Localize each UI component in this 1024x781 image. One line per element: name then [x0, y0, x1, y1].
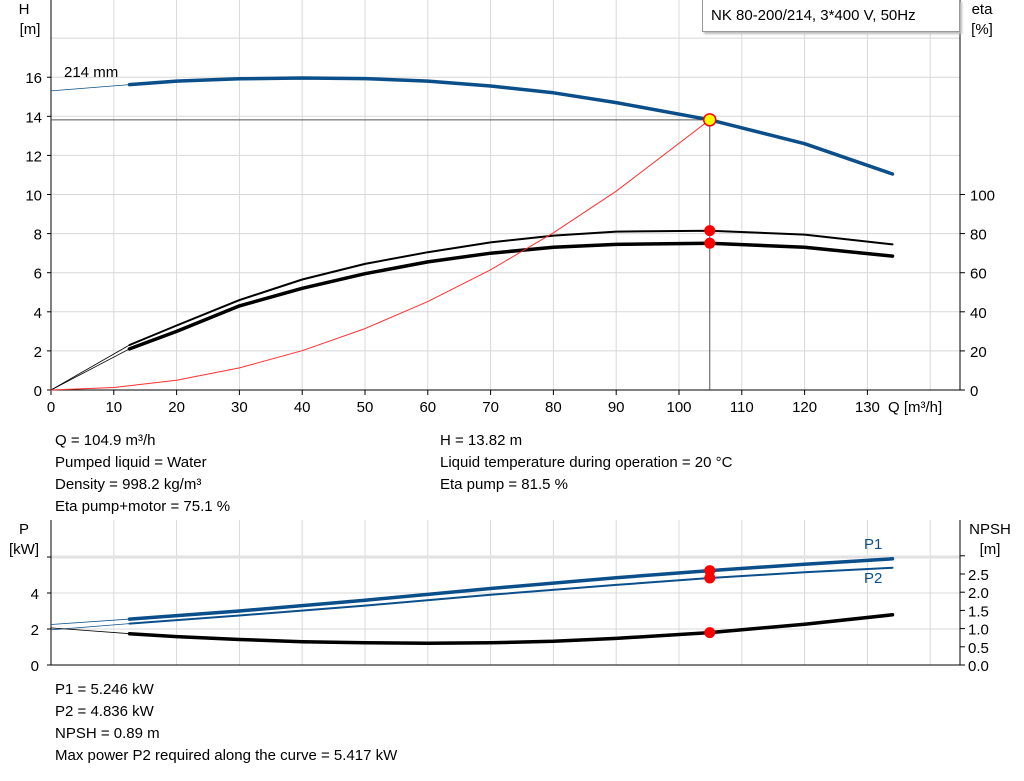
info-eta-pump-motor: Eta pump+motor = 75.1 % [55, 498, 231, 515]
x-tick-label: 80 [545, 399, 562, 416]
info-p1: P1 = 5.246 kW [55, 681, 154, 698]
y2-tick-label: 2.0 [968, 585, 989, 602]
eta-pump-motor-curve [127, 241, 895, 351]
info-flow: Q = 104.9 m³/h [55, 432, 156, 449]
y2-tick-label: 60 [970, 266, 987, 283]
x-tick-label: 0 [47, 399, 55, 416]
x-tick-label: 50 [357, 399, 374, 416]
y2-axis-label-name: eta [972, 1, 994, 18]
y2-tick-label: 1.0 [968, 622, 989, 639]
info-eta-pump: Eta pump = 81.5 % [440, 476, 568, 493]
y-tick-label: 6 [34, 266, 42, 283]
y-tick-label: 12 [25, 148, 42, 165]
eta-pump-extension [50, 344, 130, 391]
y-axis-label-unit: [m] [20, 21, 41, 38]
eta-pump-marker [704, 225, 716, 237]
impeller-annotation: 214 mm [64, 64, 118, 81]
y-tick-label: 0 [31, 658, 39, 675]
y2-axis-label-unit: [%] [971, 21, 993, 38]
y2-tick-label: 1.5 [968, 603, 989, 620]
npsh-axis-label-unit: [m] [980, 541, 1001, 558]
p2-marker [704, 572, 716, 584]
y2-tick-label: 80 [970, 227, 987, 244]
x-tick-label: 100 [666, 399, 691, 416]
head-extension [50, 84, 130, 92]
y-tick-label: 10 [25, 188, 42, 205]
x-tick-label: 70 [482, 399, 499, 416]
x-tick-label: 90 [608, 399, 625, 416]
x-tick-label: 110 [730, 399, 754, 416]
x-axis-label: Q [m³/h] [888, 399, 942, 416]
p1-extension [50, 618, 130, 625]
x-tick-label: 40 [294, 399, 311, 416]
p1-curve [127, 557, 895, 621]
y-tick-label: 0 [34, 383, 42, 400]
y-axis-label-name: H [19, 1, 30, 18]
eta-pump-curve [128, 229, 894, 346]
y-tick-label: 2 [31, 622, 39, 639]
npsh-curve [127, 613, 895, 645]
y-tick-label: 4 [31, 586, 39, 603]
eta-pump-motor-marker [704, 237, 716, 249]
p-axis-label-unit: [kW] [9, 541, 39, 558]
p-axis-label-name: P [19, 521, 29, 538]
y2-tick-label: 0 [970, 383, 978, 400]
npsh-marker [704, 627, 716, 639]
x-tick-label: 130 [855, 399, 880, 416]
p1-series-label: P1 [864, 536, 882, 553]
y-tick-label: 14 [25, 109, 42, 126]
info-p2: P2 = 4.836 kW [55, 703, 154, 720]
info-top-left: Q = 104.9 m³/h Pumped liquid = Water Den… [55, 430, 230, 518]
x-tick-label: 120 [792, 399, 817, 416]
info-temperature: Liquid temperature during operation = 20… [440, 454, 733, 471]
info-density: Density = 998.2 kg/m³ [55, 476, 202, 493]
y2-tick-label: 100 [970, 188, 995, 205]
y2-tick-label: 2.5 [968, 567, 989, 584]
eta-pump-motor-extension [50, 348, 130, 391]
x-tick-label: 10 [105, 399, 122, 416]
y-tick-label: 8 [34, 227, 42, 244]
system-curve-curve [50, 119, 711, 391]
npsh-extension [50, 627, 130, 635]
info-bottom: P1 = 5.246 kW P2 = 4.836 kW NPSH = 0.89 … [55, 679, 397, 767]
head-curve [127, 76, 895, 176]
operating-point-marker [703, 113, 717, 127]
x-tick-label: 20 [168, 399, 185, 416]
y-tick-label: 4 [34, 305, 42, 322]
info-top-right: H = 13.82 m Liquid temperature during op… [440, 430, 732, 496]
y2-tick-label: 0.0 [968, 658, 989, 675]
y2-tick-label: 40 [970, 305, 987, 322]
info-head: H = 13.82 m [440, 432, 523, 449]
pump-title-box: NK 80-200/214, 3*400 V, 50Hz [702, 0, 960, 32]
info-npsh: NPSH = 0.89 m [55, 725, 160, 742]
info-max-power: Max power P2 required along the curve = … [55, 747, 398, 764]
x-tick-label: 30 [231, 399, 248, 416]
y2-tick-label: 20 [970, 344, 987, 361]
npsh-axis-label-name: NPSH [969, 521, 1011, 538]
x-tick-label: 60 [419, 399, 436, 416]
p2-curve [128, 566, 894, 625]
y-tick-label: 2 [34, 344, 42, 361]
p2-series-label: P2 [864, 570, 882, 587]
y-tick-label: 16 [25, 70, 42, 87]
info-liquid: Pumped liquid = Water [55, 454, 207, 471]
y2-tick-label: 0.5 [968, 640, 989, 657]
